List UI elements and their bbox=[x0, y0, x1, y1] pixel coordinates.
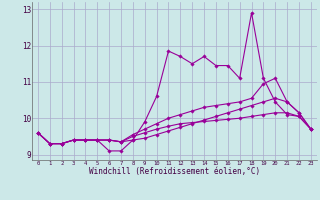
X-axis label: Windchill (Refroidissement éolien,°C): Windchill (Refroidissement éolien,°C) bbox=[89, 167, 260, 176]
